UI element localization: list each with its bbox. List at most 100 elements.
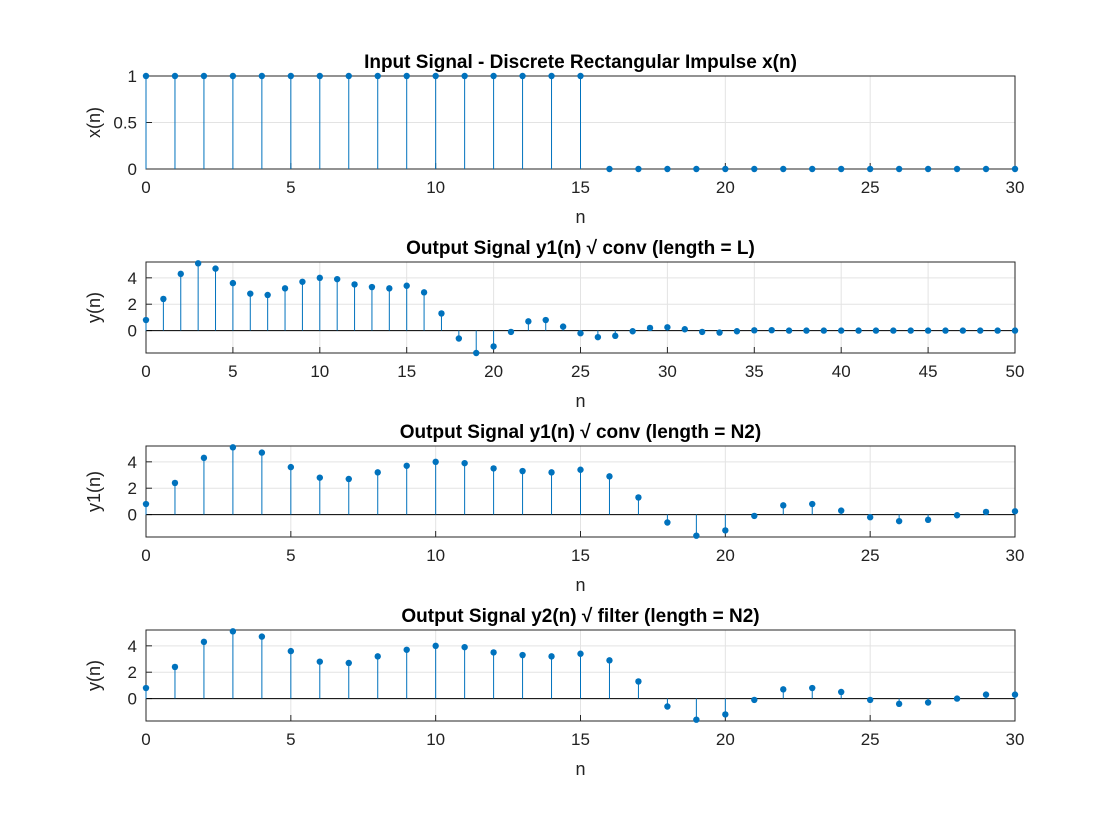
x-tick-label: 25 [571,362,590,381]
stem-marker [490,465,497,472]
stem-marker [386,285,393,292]
stem-marker [177,270,184,278]
stem-marker [299,278,306,285]
stem-marker [838,507,845,514]
x-tick-label: 15 [571,730,590,749]
x-tick-label: 30 [658,362,677,381]
x-tick-label: 10 [310,362,329,381]
stem-marker [606,473,613,480]
stem-marker [374,72,381,80]
stem-marker [1011,165,1019,173]
stem-marker [438,310,445,317]
stem-marker [606,165,613,173]
stem-marker [664,519,671,526]
subplot-1: 0 5 10 15 20 25 30 0 0.5 1 Input Signal - Discrete… [84,52,1024,227]
stem-marker [160,295,167,303]
stem-marker [693,165,700,173]
stem-marker [142,500,150,508]
stem-marker [281,285,289,292]
x-tick-label: 20 [484,362,503,381]
stem-marker [809,684,816,692]
x-axis-label: n [575,207,585,227]
stem-marker [809,165,816,173]
stem-marker [559,323,567,330]
stem-marker [924,165,932,173]
stem-marker [809,500,816,508]
x-tick-label: 25 [861,730,880,749]
x-tick-label: 35 [745,362,764,381]
x-tick-label: 5 [286,178,295,197]
subplot-2: 0 5 10 15 20 25 30 35 40 45 50 0 2 4 Output Signal y1(… [84,238,1024,411]
stem-marker [316,274,323,282]
stem-marker [751,696,758,704]
stem-marker [722,165,729,173]
y-axis-label: y(n) [84,292,104,323]
x-axis-label: n [575,759,585,779]
stem-marker [1011,327,1019,334]
stem-marker [258,449,266,456]
x-tick-label: 10 [426,546,445,565]
stem-marker [247,290,254,297]
y-tick-label: 2 [128,295,137,314]
stem-marker [287,647,295,655]
stem-marker [606,657,613,664]
stem-marker [258,633,266,640]
stem-marker [200,638,208,646]
stem-marker [142,684,150,692]
stem-marker [895,700,903,708]
stem-marker [229,279,237,287]
subplot-4: 0 5 10 15 20 25 30 0 2 4 Output Signal y2(n) √ fil… [84,606,1024,779]
stem-marker [316,474,323,481]
x-tick-label: 20 [716,730,735,749]
stem-marker [171,663,179,671]
stem-marker [212,265,219,272]
stem-marker [953,512,961,519]
x-tick-label: 25 [861,178,880,197]
x-tick-label: 20 [716,178,735,197]
x-tick-label: 50 [1006,362,1025,381]
y-tick-label: 0 [128,322,137,341]
stem-marker [171,72,179,80]
stem-marker [200,454,208,462]
y-tick-label: 0 [128,160,137,179]
stem-marker [432,642,439,650]
stem-marker [982,165,990,173]
x-tick-label: 0 [141,362,150,381]
stem-marker [420,289,428,296]
stem-marker [635,678,642,685]
x-tick-label: 45 [919,362,938,381]
stem-marker [994,327,1001,334]
stem-marker [333,275,341,283]
axes-box [145,445,1016,538]
stem-marker [698,328,706,336]
stem-marker [594,333,602,341]
x-axis-label: n [575,575,585,595]
stem-marker [751,512,758,520]
stem-marker [722,711,729,718]
stem-marker [171,479,179,487]
stem-marker [316,658,323,665]
stem-marker [200,72,208,80]
x-tick-label: 5 [286,546,295,565]
stem-marker [838,165,845,173]
stem-marker [820,327,828,334]
stem-marker [264,291,271,299]
stem-marker [635,165,642,173]
x-tick-label: 30 [1006,546,1025,565]
stem-marker [345,659,352,667]
stem-marker [432,458,439,466]
stem-marker [664,703,671,710]
x-tick-label: 10 [426,730,445,749]
stem-marker [780,165,787,173]
x-tick-label: 0 [141,546,150,565]
stem-marker [461,72,468,80]
stem-marker [838,688,845,696]
y-tick-label: 2 [128,479,137,498]
stem-marker [577,72,584,80]
stem-marker [646,324,654,332]
stem-marker [942,327,949,334]
x-tick-label: 30 [1006,178,1025,197]
stem-marker [681,326,688,333]
y-tick-label: 0.5 [113,114,137,133]
